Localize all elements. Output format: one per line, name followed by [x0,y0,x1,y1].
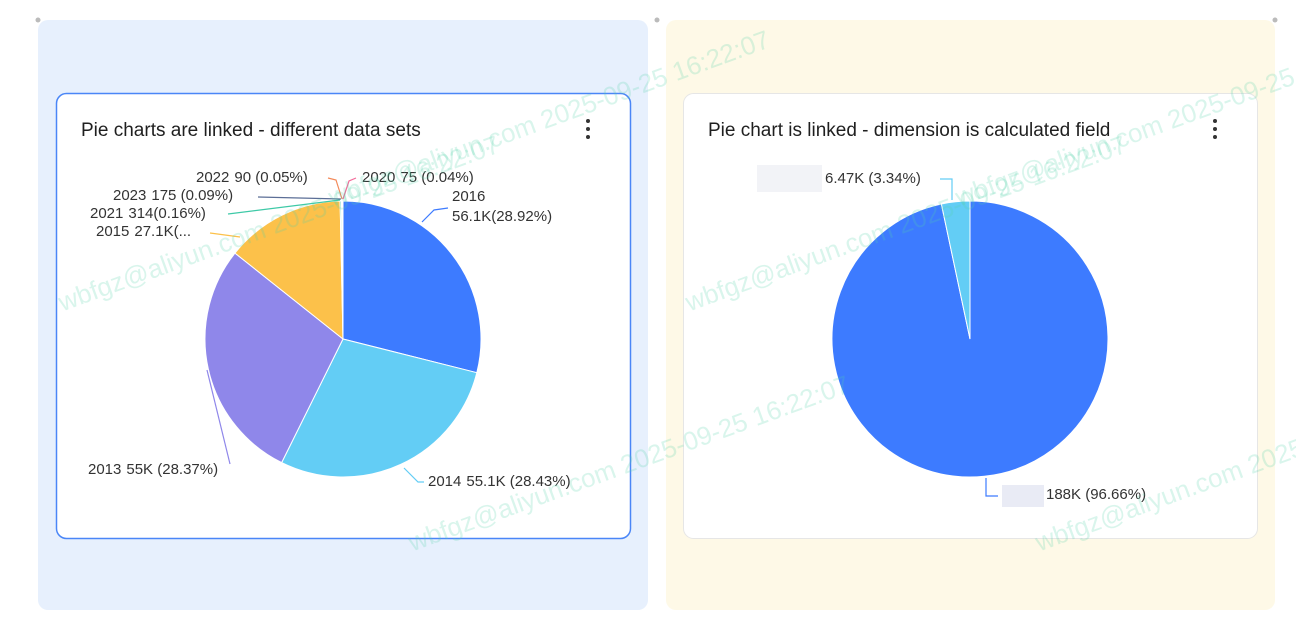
blurred-label [1002,485,1044,507]
slice-category: 2013 [88,461,121,478]
handle [1272,17,1278,23]
handle [35,17,41,23]
slice-value-label: 314(0.16%) [128,205,206,222]
slice-category: 2021 [90,205,123,222]
slice-value-label: 56.1K(28.92%) [452,208,552,225]
slice-label: 2014 55.1K (28.43%) [428,473,571,490]
pie-slice [280,338,478,478]
pie-slice [204,252,344,464]
slice-value-label: 27.1K(... [134,223,191,240]
leader-line [257,196,342,200]
more-menu[interactable] [1213,119,1217,139]
slice-label: 2015 27.1K(... [96,223,191,240]
more-menu[interactable] [586,119,590,139]
slice-value-label: 55.1K (28.43%) [466,473,570,490]
pie-slice [342,200,482,374]
pie-slice [940,200,971,340]
leader-line [206,369,231,465]
leader-line [403,467,424,483]
leader-line [209,232,241,238]
slice-value-label: 90 (0.05%) [234,169,307,186]
charts: 2016 56.1K(28.92%) 2014 55.1K (28.43%) 2013 5… [88,169,1146,503]
blurred-label [757,165,822,192]
slice-label: 2022 90 (0.05%) [196,169,308,186]
leader-line [985,478,998,497]
slice-category: 2020 [362,169,395,186]
slice-value-label: 175 (0.09%) [151,187,233,204]
slice-value-label: 6.47K (3.34%) [825,170,921,187]
slice-category: 2014 [428,473,461,490]
card-title: Pie charts are linked - different data s… [81,120,421,141]
slice-label: 2016 [452,188,485,205]
slice-category: 2023 [113,187,146,204]
leader-line [327,177,343,200]
handle [654,17,660,23]
slice-label: 2021 314(0.16%) [90,205,206,222]
slice-label: 2013 55K (28.37%) [88,461,218,478]
leader-line [342,177,357,200]
slice-value-label: 55K (28.37%) [126,461,218,478]
slice-value-label: 188K (96.66%) [1046,486,1146,503]
slice-category: 2015 [96,223,129,240]
slice-value-label: 75 (0.04%) [400,169,473,186]
leader-line [940,178,953,200]
slice-label: 2020 75 (0.04%) [362,169,474,186]
card-title: Pie chart is linked - dimension is calcu… [708,120,1110,141]
slice-label: 2023 175 (0.09%) [113,187,233,204]
slice-category: 2022 [196,169,229,186]
leader-line [227,199,341,215]
leader-line [421,207,449,223]
